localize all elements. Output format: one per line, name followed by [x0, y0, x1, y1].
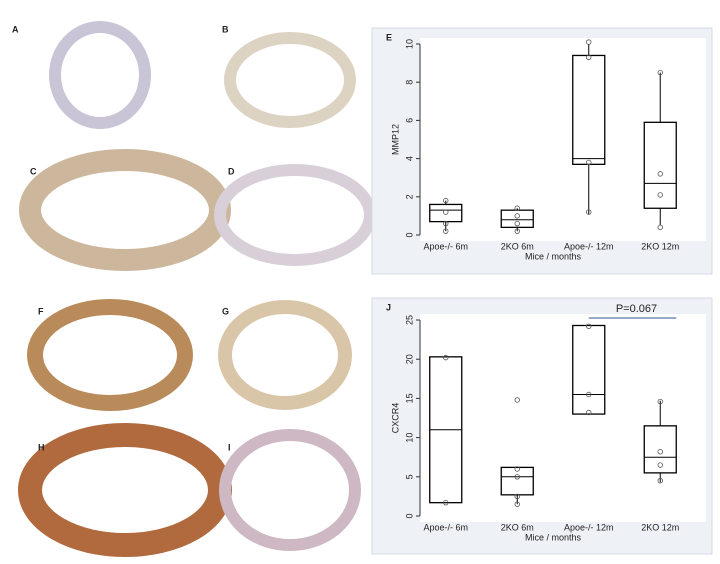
data-point — [514, 493, 520, 500]
annotation: P=0.067 — [616, 303, 657, 315]
panel-label: C — [30, 166, 37, 176]
data-point — [514, 205, 520, 211]
box — [643, 121, 677, 209]
data-point — [443, 499, 449, 506]
x-tick-label: 2KO 6m — [501, 241, 534, 251]
micrograph — [27, 299, 193, 411]
micrograph — [218, 300, 352, 410]
data-point — [514, 220, 520, 227]
data-point — [514, 228, 520, 234]
data-point — [443, 209, 449, 215]
micrograph — [214, 164, 376, 266]
y-axis-title: CXCR4 — [390, 403, 400, 434]
box — [643, 425, 677, 474]
x-tick-label: Apoe-/- 12m — [564, 522, 614, 532]
data-point — [657, 224, 663, 231]
panel-label: F — [38, 306, 44, 316]
data-point — [443, 354, 449, 361]
y-tick-label: 6 — [404, 118, 414, 123]
x-tick-label: Apoe-/- 12m — [564, 241, 614, 251]
y-tick-label: 20 — [404, 354, 414, 364]
x-axis-title: Mice / months — [525, 532, 582, 542]
data-point — [514, 466, 520, 472]
x-tick-label: 2KO 12m — [641, 241, 679, 251]
x-tick-label: 2KO 12m — [641, 522, 679, 532]
y-tick-label: 5 — [404, 474, 414, 479]
micrograph — [19, 149, 231, 271]
data-point — [657, 171, 663, 177]
micrograph — [18, 423, 232, 557]
data-point — [657, 192, 663, 198]
x-tick-label: Apoe-/- 6m — [423, 241, 468, 251]
box — [500, 466, 534, 496]
y-axis-title: MMP12 — [390, 124, 400, 155]
y-tick-label: 0 — [404, 232, 414, 237]
data-point — [586, 159, 592, 166]
y-tick-label: 10 — [404, 433, 414, 443]
micrographs — [18, 21, 376, 557]
data-point — [657, 449, 663, 455]
data-point — [586, 39, 592, 45]
y-tick-label: 8 — [404, 80, 414, 85]
data-point — [514, 213, 520, 219]
panel-label: H — [38, 442, 45, 452]
panel-label: A — [12, 24, 19, 34]
box — [572, 54, 606, 165]
panel-label: I — [228, 442, 231, 452]
data-point — [657, 398, 663, 405]
plot-area — [420, 314, 706, 522]
y-tick-label: 25 — [404, 315, 414, 325]
y-tick-label: 4 — [404, 156, 414, 161]
box — [572, 324, 606, 415]
x-tick-label: 2KO 6m — [501, 522, 534, 532]
data-point — [586, 54, 592, 61]
data-point — [443, 220, 449, 227]
panel-label: E — [386, 32, 392, 42]
data-point — [443, 197, 449, 204]
data-point — [443, 228, 449, 234]
y-tick-label: 15 — [404, 393, 414, 403]
micrograph — [224, 32, 356, 128]
x-tick-label: Apoe-/- 6m — [423, 522, 468, 532]
data-point — [586, 391, 592, 398]
y-tick-label: 0 — [404, 513, 414, 518]
data-point — [657, 69, 663, 76]
y-tick-label: 2 — [404, 194, 414, 199]
data-point — [657, 478, 663, 484]
x-axis-title: Mice / months — [525, 251, 582, 261]
data-point — [514, 397, 520, 403]
data-point — [514, 474, 520, 480]
panel-label: B — [222, 24, 229, 34]
box — [429, 203, 463, 223]
data-point — [657, 462, 663, 468]
data-point — [586, 209, 592, 215]
micrograph — [49, 21, 151, 129]
y-tick-label: 10 — [404, 39, 414, 49]
panel-label: J — [386, 302, 391, 312]
data-point — [586, 409, 592, 416]
data-point — [586, 323, 592, 329]
panel-label: D — [228, 166, 235, 176]
micrograph — [219, 429, 361, 551]
data-point — [514, 501, 520, 507]
box — [500, 209, 534, 229]
panel-label: G — [222, 306, 229, 316]
